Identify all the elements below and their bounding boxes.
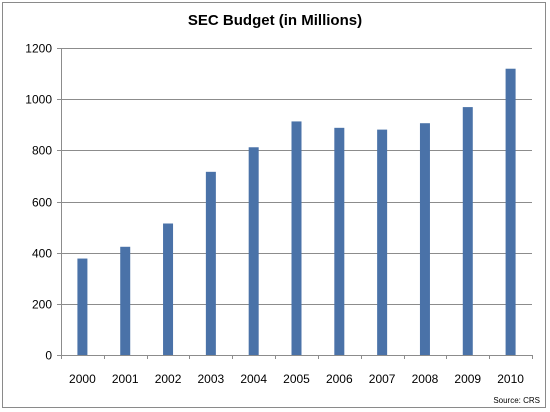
bar-layer — [77, 68, 516, 355]
x-tick-label: 2006 — [326, 372, 353, 386]
x-tick-label: 2003 — [198, 372, 225, 386]
x-tick-label: 2004 — [240, 372, 267, 386]
x-tick-label: 2007 — [369, 372, 396, 386]
x-axis-tick-labels: 2000 2001 2002 2003 2004 2005 2006 2007 2008 2009… — [69, 355, 533, 386]
y-tick-label: 0 — [45, 349, 52, 363]
y-tick-label: 600 — [32, 196, 52, 210]
bar-2000 — [77, 258, 88, 355]
bar-2006 — [334, 127, 345, 355]
chart-frame — [2, 2, 546, 408]
chart-title: SEC Budget (in Millions) — [188, 12, 362, 29]
y-axis-tick-labels: 0 200 400 600 800 1000 1200 — [25, 42, 52, 363]
bar-2001 — [120, 246, 131, 355]
bar-2009 — [462, 107, 473, 355]
x-tick-label: 2009 — [454, 372, 481, 386]
bar-2004 — [248, 147, 259, 355]
y-tick-label: 400 — [32, 247, 52, 261]
bar-2005 — [291, 121, 302, 355]
y-tick-label: 200 — [32, 298, 52, 312]
x-tick-label: 2005 — [283, 372, 310, 386]
bar-2007 — [377, 129, 388, 355]
x-tick-label: 2008 — [412, 372, 439, 386]
bar-2008 — [419, 123, 430, 355]
y-tick-label: 800 — [32, 144, 52, 158]
y-tick-label: 1200 — [25, 42, 52, 56]
bar-2010 — [505, 68, 516, 355]
x-tick-label: 2001 — [112, 372, 139, 386]
bar-2003 — [205, 171, 216, 355]
bar-2002 — [163, 223, 174, 355]
y-tick-label: 1000 — [25, 93, 52, 107]
x-tick-label: 2010 — [497, 372, 524, 386]
x-tick-label: 2002 — [155, 372, 182, 386]
x-tick-label: 2000 — [69, 372, 96, 386]
source-note: Source: CRS — [493, 396, 540, 405]
